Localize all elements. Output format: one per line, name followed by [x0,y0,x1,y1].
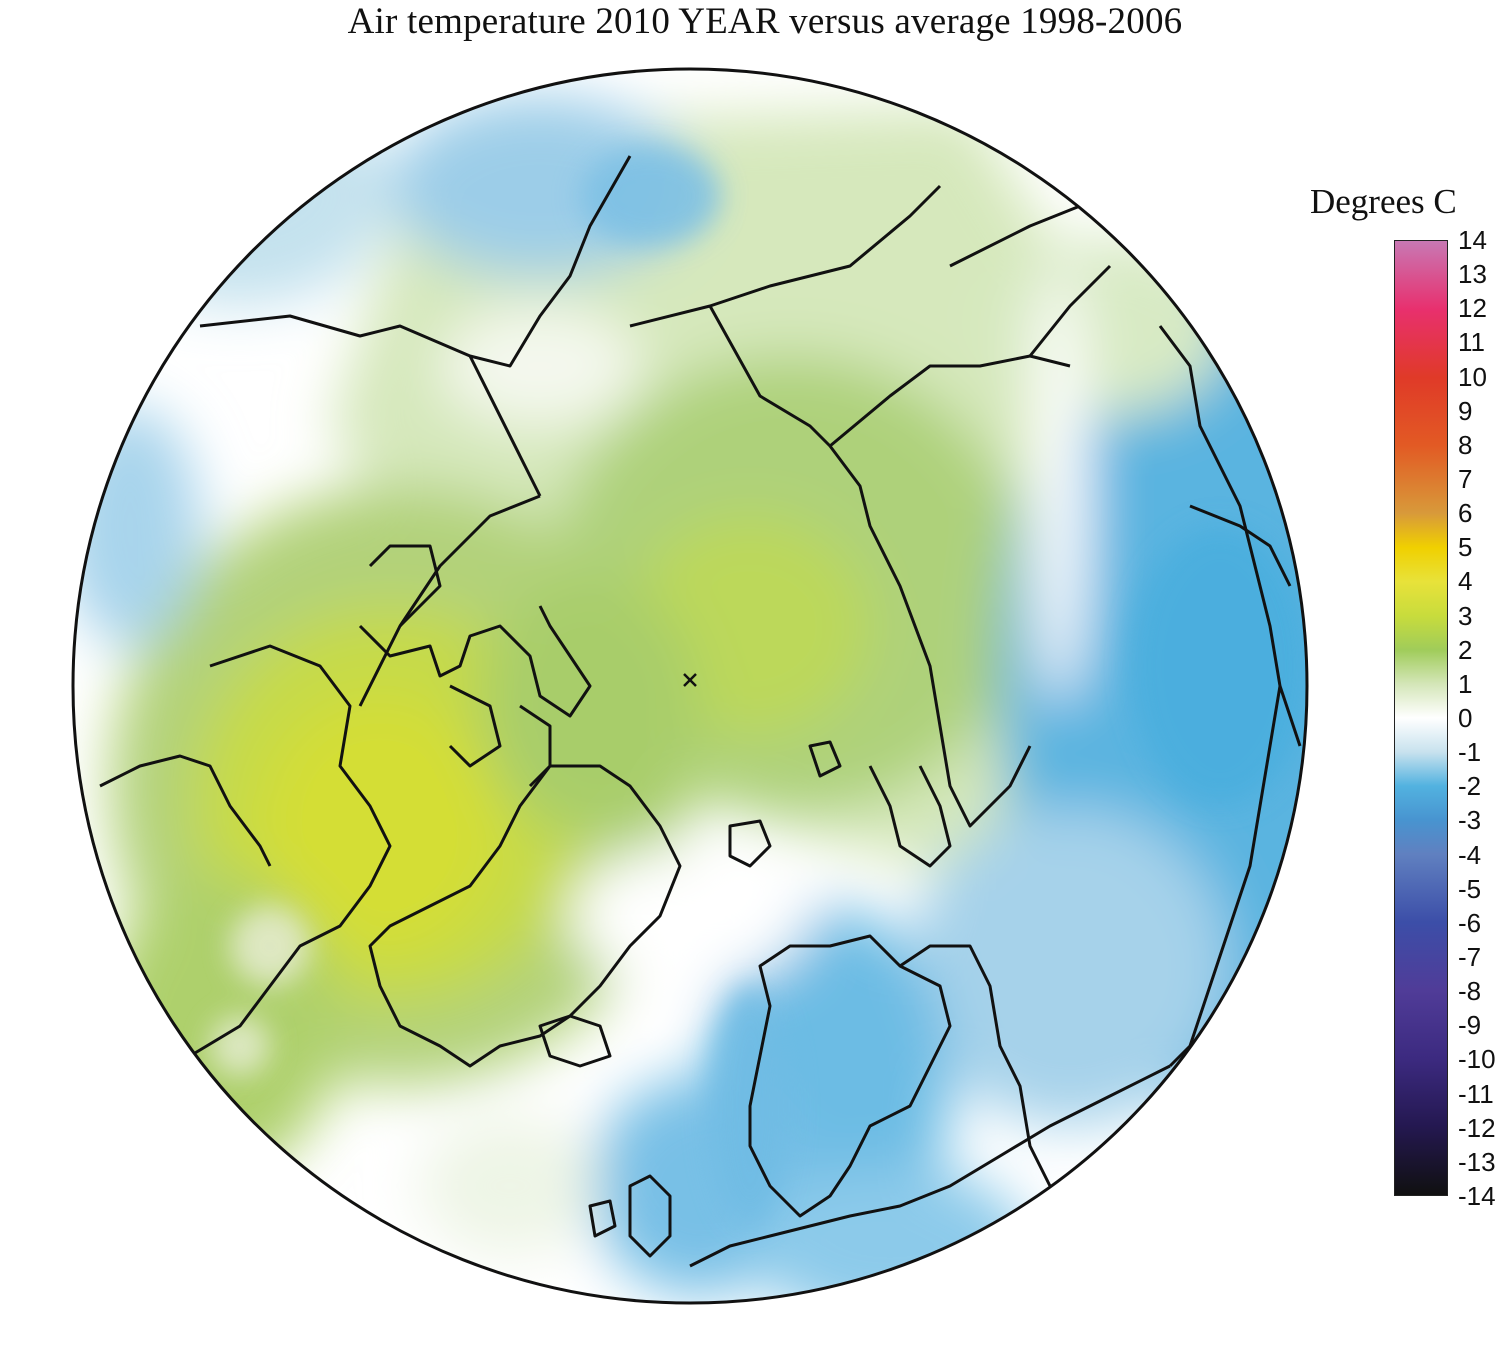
colorbar-tick-label: 2 [1458,634,1473,665]
colorbar-tick-label: -8 [1458,976,1482,1007]
colorbar-tick-label: -9 [1458,1010,1482,1041]
map-title: Air temperature 2010 YEAR versus average… [347,1,1183,42]
colorbar-tick-label: 8 [1458,429,1473,460]
map-border [71,67,1309,1305]
colorbar-tick-label: -11 [1458,1078,1494,1109]
colorbar-tick-label: -12 [1458,1112,1496,1143]
colorbar-tick-label: -6 [1458,907,1482,938]
north-pole-marker [683,673,697,687]
colorbar-tick-label: 4 [1458,566,1473,597]
colorbar-tick-label: -3 [1458,805,1482,836]
colorbar-tick-label: -7 [1458,942,1482,972]
coastlines [99,155,1302,1268]
colorbar-tick-label: -4 [1458,839,1482,870]
colorbar-tick-label: 10 [1458,361,1487,392]
colorbar-tick-label: 12 [1458,293,1487,324]
colorbar [1394,240,1448,1196]
colorbar-tick-label: 13 [1458,259,1487,290]
polar-map [70,66,1310,1306]
colorbar-tick-label: 0 [1458,703,1473,733]
colorbar-tick-label: -2 [1458,771,1482,802]
colorbar-tick-label: 11 [1458,327,1485,358]
colorbar-tick-label: -5 [1458,873,1482,904]
colorbar-tick-label: 9 [1458,395,1473,426]
colorbar-tick-label: 5 [1458,532,1473,563]
temperature-field [73,69,1307,1303]
colorbar-tick-label: 14 [1458,225,1487,255]
colorbar-tick-label: -10 [1458,1044,1496,1075]
colorbar-tick-label: -1 [1458,737,1482,768]
colorbar-tick-label: 6 [1458,498,1473,529]
legend-title: Degrees C [1310,182,1457,221]
colorbar-tick-label: 7 [1458,464,1473,494]
colorbar-tick-label: 3 [1458,600,1473,631]
colorbar-tick-label: -13 [1458,1146,1496,1177]
colorbar-tick-labels: 14 13 12 11 10 9 8 7 6 5 4 3 2 1 0 -1 -2 -3 -4 -5 -6 -7 -8 -9 -1… [1458,226,1500,1212]
polar-map-svg [71,67,1309,1305]
colorbar-tick-label: -14 [1458,1181,1496,1211]
colorbar-tick-label: 1 [1458,668,1473,699]
